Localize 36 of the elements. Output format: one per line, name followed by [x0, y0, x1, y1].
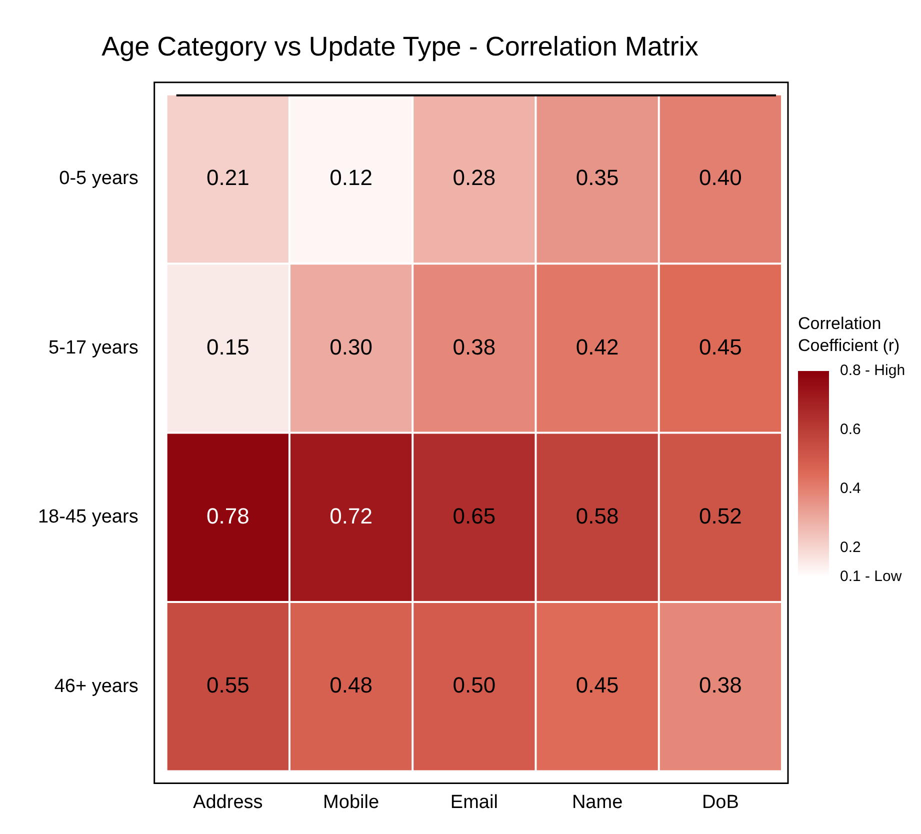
- data-label: 0.52: [699, 503, 742, 528]
- data-label: 0.50: [452, 672, 496, 698]
- data-label: 0.78: [206, 503, 250, 528]
- y-tick-label: 5-17 years: [48, 337, 138, 358]
- x-tick-label: Address: [193, 792, 263, 813]
- data-label: 0.55: [206, 672, 250, 698]
- x-tick-label: Email: [450, 792, 498, 813]
- y-tick-label: 18-45 years: [38, 506, 138, 528]
- data-label: 0.58: [576, 503, 619, 528]
- data-label: 0.12: [330, 165, 372, 190]
- color-bar-label: 0.2: [840, 538, 861, 557]
- color-bar-label: 0.4: [840, 480, 861, 498]
- data-label: 0.28: [452, 165, 496, 190]
- data-label: 0.21: [206, 165, 250, 190]
- data-label: 0.15: [206, 334, 250, 360]
- color-bar-label: 0.1 - Low: [840, 568, 902, 586]
- color-bar-label: 0.6: [840, 420, 861, 439]
- data-label: 0.48: [330, 672, 372, 698]
- data-label: 0.72: [330, 503, 372, 528]
- data-label: 0.38: [452, 334, 496, 360]
- data-label: 0.30: [330, 334, 372, 360]
- data-label: 0.42: [576, 334, 619, 360]
- data-label: 0.40: [699, 165, 742, 190]
- data-label: 0.45: [699, 334, 742, 360]
- color-bar-label: 0.8 - High: [840, 362, 906, 380]
- data-label: 0.45: [576, 672, 619, 698]
- color-bar-title: Correlation Coefficient (r): [798, 313, 901, 357]
- data-label: 0.65: [452, 503, 496, 528]
- chart-title: Age Category vs Update Type - Correlation Matrix: [102, 32, 699, 62]
- y-tick-label: 46+ years: [54, 676, 138, 697]
- x-tick-label: Name: [572, 792, 623, 813]
- y-tick-label: 0-5 years: [59, 168, 138, 190]
- data-label: 0.35: [576, 165, 619, 190]
- data-label: 0.38: [699, 672, 742, 698]
- x-tick-label: Mobile: [323, 792, 380, 813]
- x-tick-label: DoB: [702, 792, 739, 813]
